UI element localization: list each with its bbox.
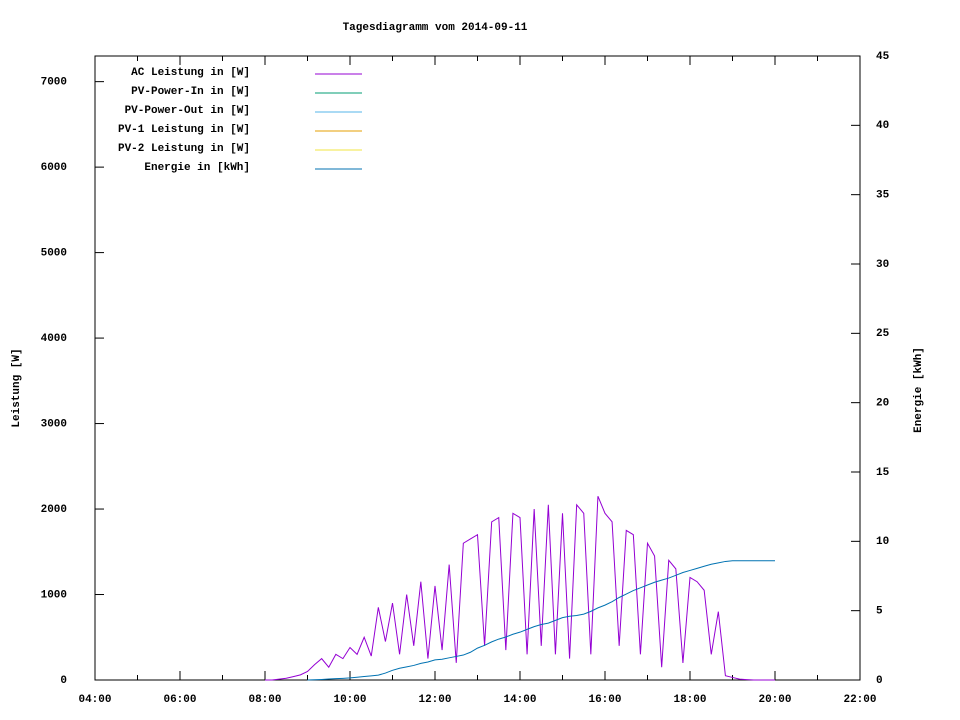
y-tick-label: 7000 [41,77,67,89]
y2-tick-label: 20 [876,398,889,410]
legend-label: AC Leistung in [W] [131,67,250,79]
x-tick-label: 12:00 [418,694,451,706]
x-tick-label: 18:00 [673,694,706,706]
x-tick-label: 10:00 [333,694,366,706]
y-tick-label: 2000 [41,504,67,516]
x-tick-label: 08:00 [248,694,281,706]
y2-tick-label: 10 [876,536,889,548]
x-tick-label: 04:00 [78,694,111,706]
y-tick-label: 4000 [41,333,67,345]
y2-tick-label: 15 [876,467,890,479]
y2-tick-label: 35 [876,190,890,202]
y2-tick-label: 40 [876,120,889,132]
y2-tick-label: 45 [876,51,890,63]
x-tick-label: 06:00 [163,694,196,706]
x-tick-label: 20:00 [758,694,791,706]
legend-label: PV-1 Leistung in [W] [118,124,250,136]
chart-title: Tagesdiagramm vom 2014-09-11 [343,22,528,34]
series-line [265,496,775,681]
y-tick-label: 6000 [41,162,67,174]
y2-tick-label: 5 [876,606,883,618]
y-tick-label: 3000 [41,418,67,430]
x-tick-label: 22:00 [843,694,876,706]
y2-tick-label: 25 [876,328,890,340]
y2-tick-label: 0 [876,675,883,687]
legend-label: PV-Power-In in [W] [131,86,250,98]
legend-label: PV-2 Leistung in [W] [118,143,250,155]
legend-label: Energie in [kWh] [144,162,250,174]
legend-label: PV-Power-Out in [W] [125,105,250,117]
y-axis-label: Leistung [W] [11,348,23,427]
x-tick-label: 14:00 [503,694,536,706]
series-line [307,560,775,681]
x-tick-label: 16:00 [588,694,621,706]
y2-axis-label: Energie [kWh] [913,347,925,433]
y-tick-label: 1000 [41,589,67,601]
y-tick-label: 5000 [41,248,67,260]
y-tick-label: 0 [60,675,67,687]
y2-tick-label: 30 [876,259,889,271]
